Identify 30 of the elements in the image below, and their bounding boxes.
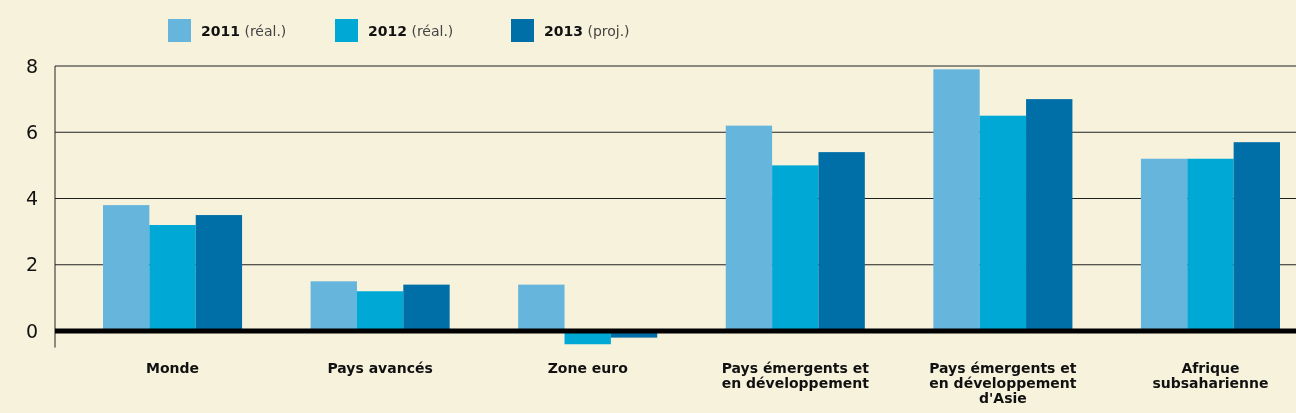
bar — [979, 115, 1027, 331]
y-tick-label: 0 — [25, 319, 39, 342]
y-tick-label: 8 — [25, 54, 39, 77]
bar — [1233, 142, 1280, 331]
legend-label: 2013 (proj.) — [544, 23, 630, 39]
bar — [1026, 99, 1073, 331]
x-tick-label: Zone euro — [547, 360, 629, 376]
bar — [356, 291, 404, 331]
bar — [403, 284, 450, 331]
y-tick-label: 2 — [25, 253, 39, 276]
x-tick-label: Pays avancés — [327, 360, 433, 376]
bar — [195, 215, 243, 331]
bar — [1140, 158, 1188, 331]
bar — [818, 152, 865, 331]
y-tick-label: 6 — [25, 120, 39, 143]
bar — [518, 284, 565, 331]
bar — [1187, 158, 1234, 331]
x-tick-label: Pays émergents et en développement d'Asie — [929, 360, 1077, 406]
x-tick-label: Pays émergents et en développement — [721, 360, 870, 391]
y-tick-label: 4 — [25, 187, 39, 210]
bar — [772, 165, 819, 331]
x-tick-label: Monde — [146, 360, 200, 376]
bar — [725, 125, 773, 331]
legend-label: 2012 (réal.) — [368, 23, 454, 39]
bar — [933, 69, 980, 331]
bar — [149, 225, 196, 331]
bar — [310, 281, 357, 331]
x-tick-label: Afrique subsaharienne — [1152, 360, 1269, 391]
legend-label: 2011 (réal.) — [201, 23, 287, 39]
bar — [103, 205, 150, 331]
